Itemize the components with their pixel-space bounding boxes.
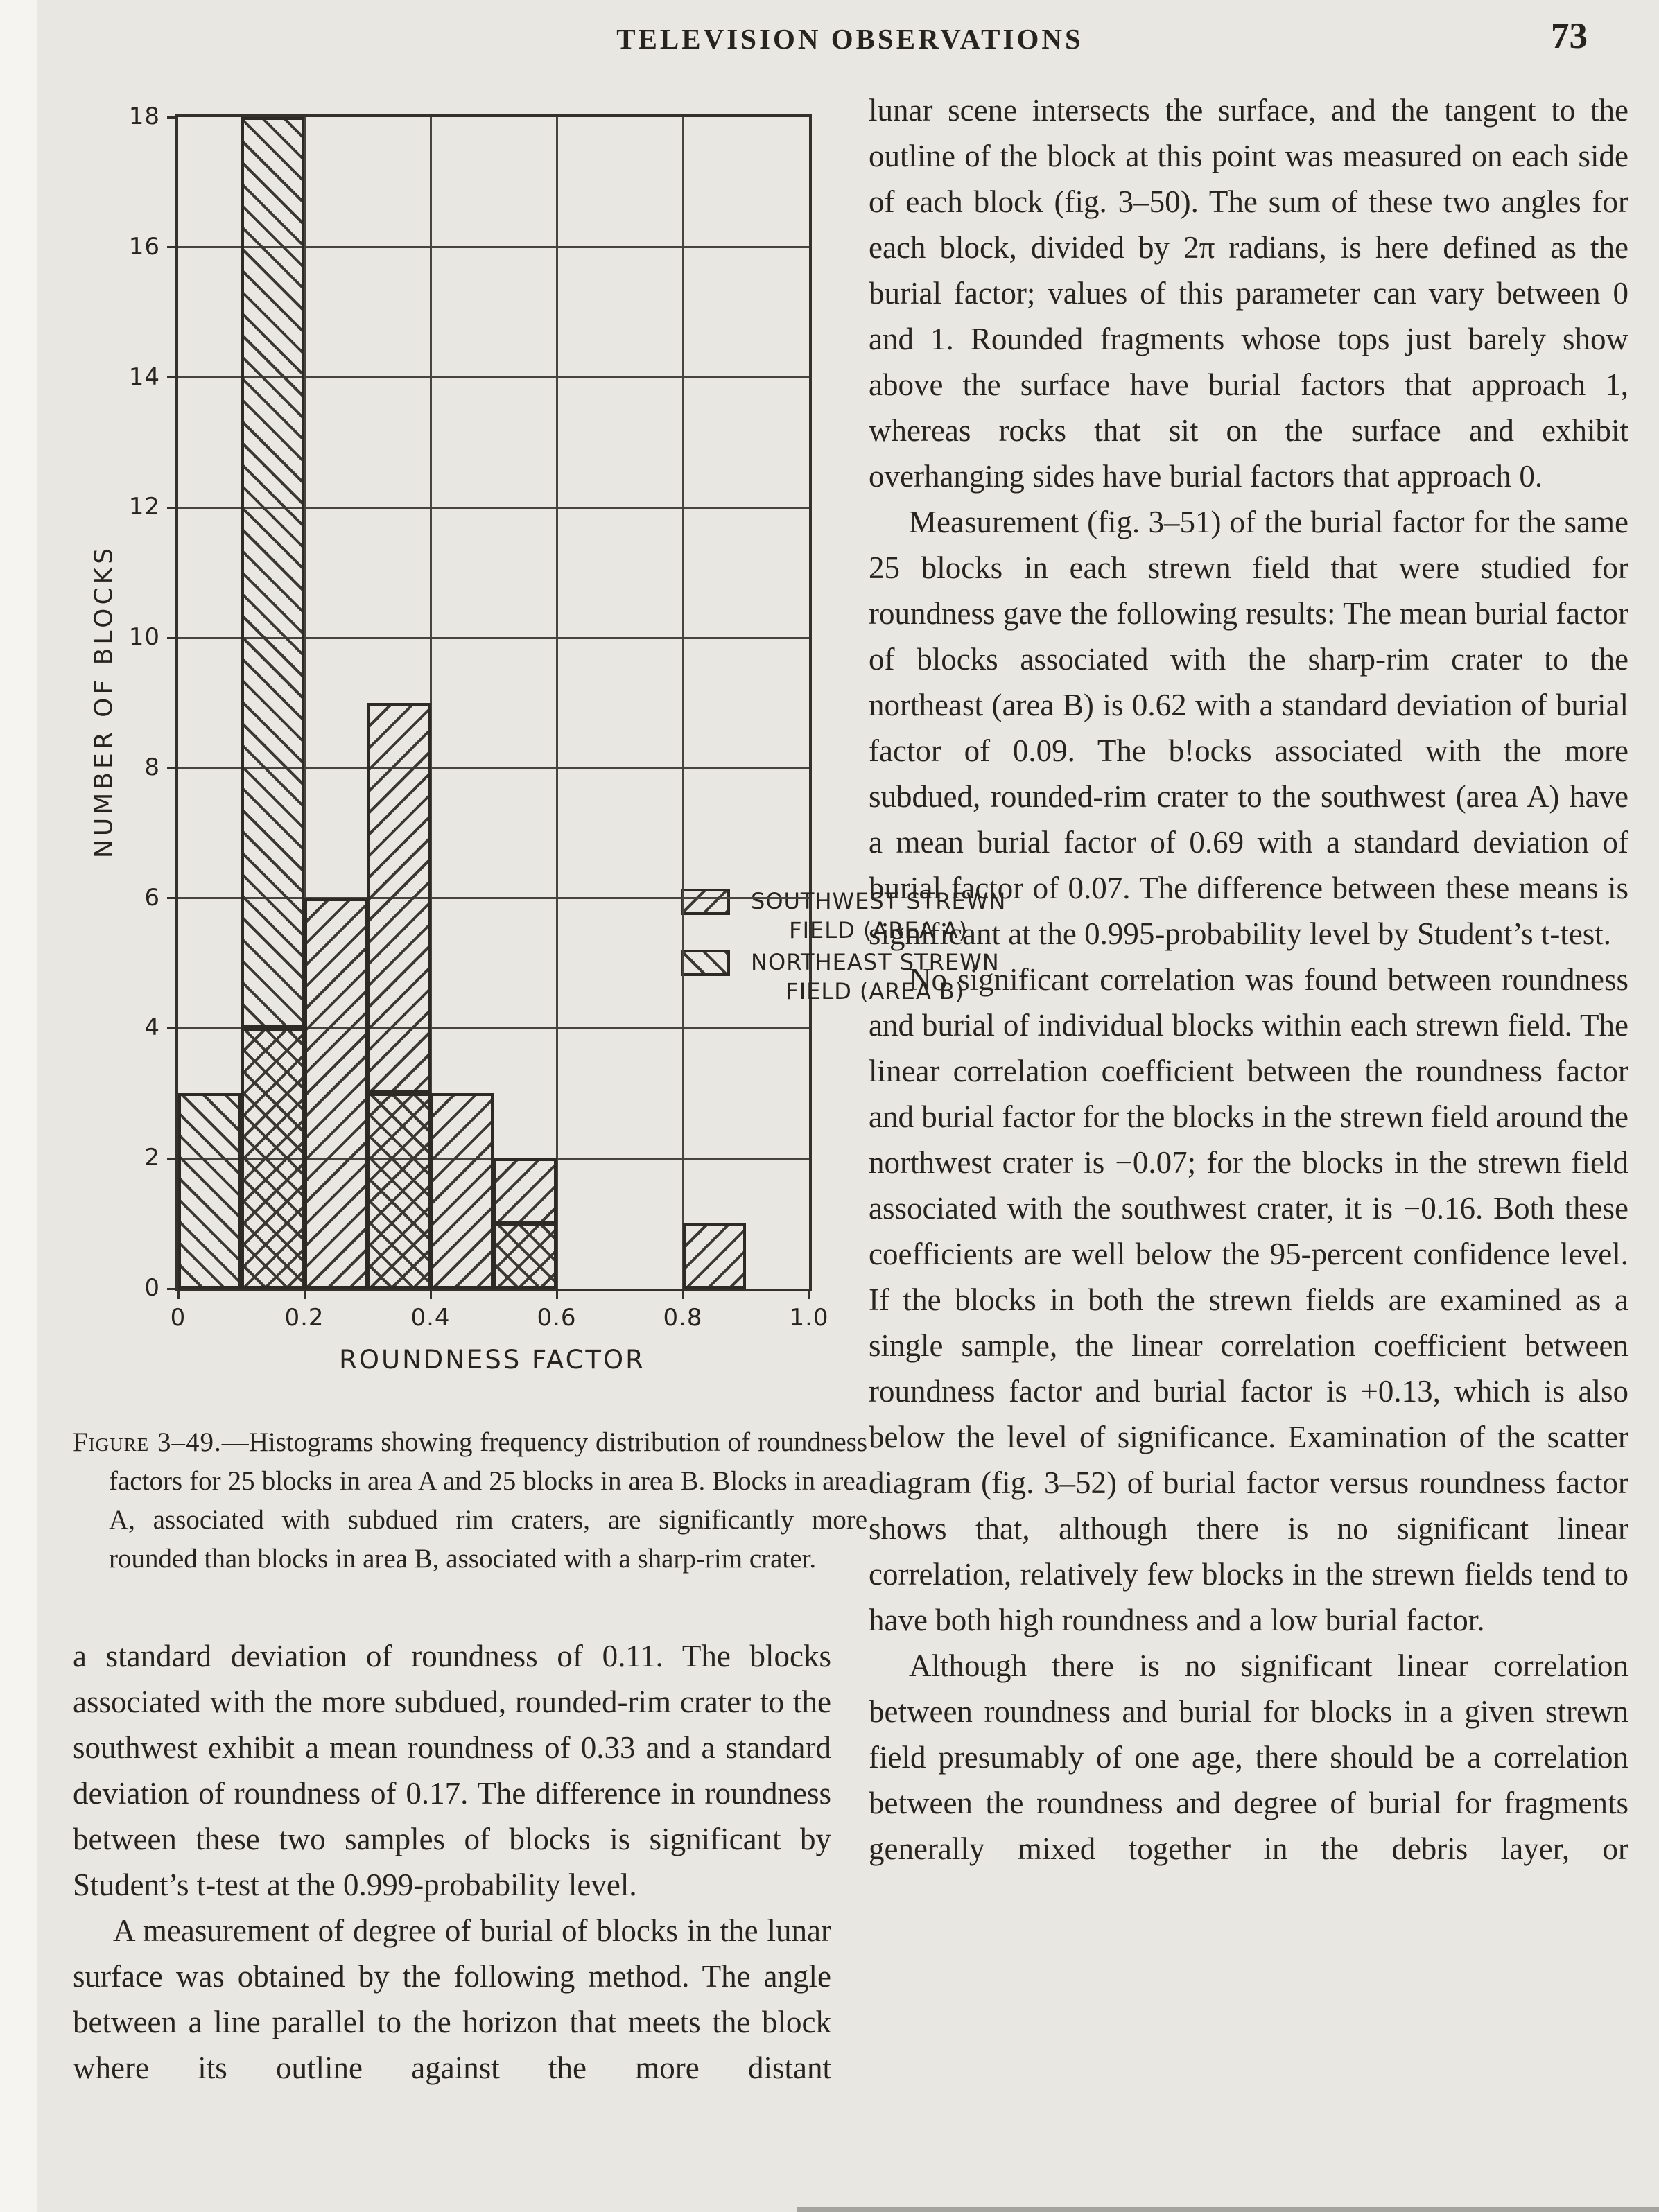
gridline-vertical (681, 117, 684, 1289)
bar-area-b-segment (178, 1093, 241, 1289)
bar-area-a-segment (494, 1158, 557, 1224)
x-tick-label: 0.8 (663, 1304, 703, 1332)
x-tick-mark (429, 1289, 432, 1299)
right-column: lunar scene intersects the surface, and … (869, 87, 1628, 1872)
legend-row-area-b: NORTHEAST STREWN FIELD (AREA B) (681, 948, 1006, 1009)
gridline-horizontal (178, 1027, 809, 1029)
y-tick-label: 10 (128, 623, 160, 652)
x-tick-mark (681, 1289, 684, 1299)
x-tick-label: 0.6 (537, 1304, 577, 1332)
legend-label-area-b-line1: NORTHEAST STREWN (751, 949, 1000, 975)
y-tick-label: 6 (144, 883, 160, 912)
y-tick-mark (167, 116, 178, 119)
bar-area-b-segment (241, 117, 304, 1029)
x-tick-label: 1.0 (789, 1304, 829, 1332)
gridline-horizontal (178, 1157, 809, 1160)
left-paragraph-2: A measurement of degree of burial of blo… (73, 1913, 831, 2085)
x-tick-mark (303, 1289, 306, 1299)
legend-row-area-a: SOUTHWEST STREWN FIELD (AREA A) (681, 887, 1006, 948)
bar-area-a-segment (431, 1093, 494, 1289)
plot-area: SOUTHWEST STREWN FIELD (AREA A) NORTHEAS… (129, 103, 1006, 1332)
y-tick-mark (167, 376, 178, 379)
bar-overlap-segment (241, 1028, 304, 1289)
y-tick-label: 12 (128, 493, 160, 521)
figure-caption-text: —Histograms showing frequency distributi… (109, 1427, 867, 1574)
scan-edge-bottom (797, 2207, 1659, 2212)
y-tick-label: 16 (128, 232, 160, 261)
y-tick-mark (167, 1287, 178, 1290)
legend-label-area-a: SOUTHWEST STREWN FIELD (AREA A) (751, 887, 1006, 945)
x-tick-mark (555, 1289, 558, 1299)
x-tick-mark (177, 1289, 180, 1299)
y-tick-mark (167, 246, 178, 249)
gridline-horizontal (178, 246, 809, 249)
y-tick-mark (167, 506, 178, 509)
bar-area-a-segment (367, 703, 431, 1094)
x-tick-label: 0.4 (410, 1304, 451, 1332)
y-tick-label: 8 (144, 754, 160, 782)
gridline-horizontal (178, 897, 809, 900)
x-tick-label: 0.2 (284, 1304, 324, 1332)
right-paragraph-2: Measurement (fig. 3–51) of the burial fa… (869, 505, 1628, 951)
legend-label-area-b: NORTHEAST STREWN FIELD (AREA B) (751, 948, 1000, 1006)
right-paragraph-3: No significant correlation was found bet… (869, 962, 1628, 1637)
bar-area-a-segment (683, 1223, 746, 1289)
gridline-horizontal (178, 376, 809, 379)
gridline-vertical (429, 117, 432, 1289)
page-number: 73 (1551, 16, 1588, 56)
gridline-horizontal (178, 636, 809, 639)
legend-label-area-a-line2: FIELD (AREA A) (789, 917, 969, 943)
legend-label-area-a-line1: SOUTHWEST STREWN (751, 888, 1007, 914)
y-tick-mark (167, 1157, 178, 1160)
y-tick-label: 14 (128, 363, 160, 391)
x-tick-label: 0 (170, 1304, 186, 1332)
y-tick-mark (167, 636, 178, 639)
y-tick-label: 2 (144, 1144, 160, 1172)
y-tick-mark (167, 767, 178, 769)
legend-swatch-area-a (681, 889, 730, 915)
scan-edge-left (0, 0, 37, 2212)
bar-overlap-segment (367, 1093, 431, 1289)
right-paragraph-1: lunar scene intersects the surface, and … (869, 93, 1628, 494)
gridline-vertical (303, 117, 306, 1289)
gridline-vertical (555, 117, 558, 1289)
bar-overlap-segment (494, 1223, 557, 1289)
gridline-horizontal (178, 767, 809, 769)
y-tick-label: 0 (144, 1274, 160, 1303)
left-paragraph-1: a standard deviation of roundness of 0.1… (73, 1639, 831, 1902)
bar-area-a-segment (304, 898, 367, 1289)
gridline-horizontal (178, 506, 809, 509)
figure-caption-label: Figure 3–49. (73, 1427, 222, 1457)
right-paragraph-4: Although there is no significant linear … (869, 1648, 1628, 1866)
running-header: TELEVISION OBSERVATIONS (616, 23, 1084, 55)
y-tick-mark (167, 1027, 178, 1029)
y-axis-title: NUMBER OF BLOCKS (89, 544, 119, 859)
y-tick-mark (167, 897, 178, 900)
x-tick-mark (808, 1289, 810, 1299)
legend-swatch-area-b (681, 950, 730, 976)
y-tick-label: 18 (128, 103, 160, 131)
chart-legend: SOUTHWEST STREWN FIELD (AREA A) NORTHEAS… (681, 887, 1006, 1009)
x-axis-title: ROUNDNESS FACTOR (339, 1345, 645, 1375)
y-tick-label: 4 (144, 1013, 160, 1042)
legend-label-area-b-line2: FIELD (AREA B) (785, 978, 965, 1004)
left-column: a standard deviation of roundness of 0.1… (73, 1633, 831, 2091)
figure-caption: Figure 3–49.—Histograms showing frequenc… (73, 1423, 867, 1578)
